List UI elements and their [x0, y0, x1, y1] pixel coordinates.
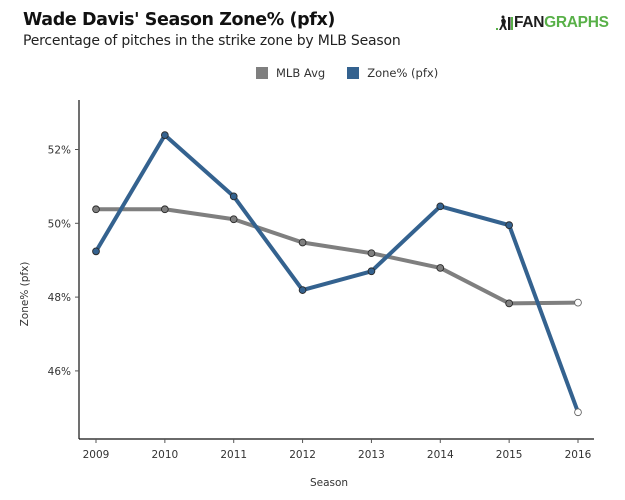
x-tick-label: 2014: [427, 449, 454, 461]
logo-text-fan: FAN: [514, 14, 545, 31]
data-point[interactable]: [436, 202, 445, 211]
x-tick-label: 2011: [220, 449, 247, 461]
x-axis-title: Season: [310, 477, 348, 489]
x-tick-label: 2013: [358, 449, 385, 461]
y-tick-label: 52%: [48, 145, 71, 157]
data-point[interactable]: [505, 221, 513, 229]
data-point[interactable]: [574, 298, 582, 307]
legend-label-mlb-avg: MLB Avg: [276, 66, 326, 80]
series-line: [94, 207, 580, 306]
data-point[interactable]: [92, 205, 100, 214]
x-tick-label: 2009: [83, 449, 110, 461]
y-tick-label: 50%: [48, 218, 71, 230]
fangraphs-batter-icon: [496, 15, 513, 30]
series-layer: [92, 131, 582, 417]
data-point[interactable]: [436, 264, 445, 272]
data-point[interactable]: [298, 286, 307, 294]
x-tick-label: 2012: [289, 449, 316, 461]
fangraphs-logo[interactable]: FAN GRAPHS: [496, 14, 609, 32]
logo-text-graphs: GRAPHS: [544, 14, 609, 31]
data-point[interactable]: [161, 131, 169, 139]
x-tick-label: 2016: [565, 449, 592, 461]
x-tick-label: 2015: [496, 449, 523, 461]
y-tick-label: 48%: [48, 292, 71, 304]
series-line: [94, 133, 580, 415]
data-point[interactable]: [367, 249, 376, 258]
legend-swatch-zone: [347, 67, 360, 79]
legend-item-mlb-avg[interactable]: MLB Avg: [256, 66, 325, 80]
data-point[interactable]: [229, 192, 238, 201]
axes: 46% 48% 50% 52% 2009 2010 2011 2012 2013 2014 2015…: [48, 100, 594, 461]
data-point[interactable]: [229, 215, 238, 224]
data-point[interactable]: [298, 238, 307, 247]
chart-subtitle: Percentage of pitches in the strike zone…: [23, 33, 401, 49]
y-axis-title: Zone% (pfx): [19, 262, 31, 327]
legend: MLB Avg Zone% (pfx): [256, 66, 460, 80]
chart-title: Wade Davis' Season Zone% (pfx): [23, 10, 335, 30]
series-mlb-avg: [92, 205, 582, 308]
legend-item-zone[interactable]: Zone% (pfx): [347, 66, 438, 80]
data-point[interactable]: [161, 205, 169, 214]
y-tick-label: 46%: [48, 366, 71, 378]
data-point[interactable]: [367, 267, 376, 276]
legend-swatch-mlb-avg: [256, 67, 268, 79]
data-point[interactable]: [505, 299, 513, 308]
x-tick-label: 2010: [151, 449, 178, 461]
series-zone-pfx: [92, 131, 582, 417]
legend-label-zone: Zone% (pfx): [367, 66, 439, 80]
data-point[interactable]: [92, 247, 100, 256]
data-point[interactable]: [574, 408, 582, 417]
